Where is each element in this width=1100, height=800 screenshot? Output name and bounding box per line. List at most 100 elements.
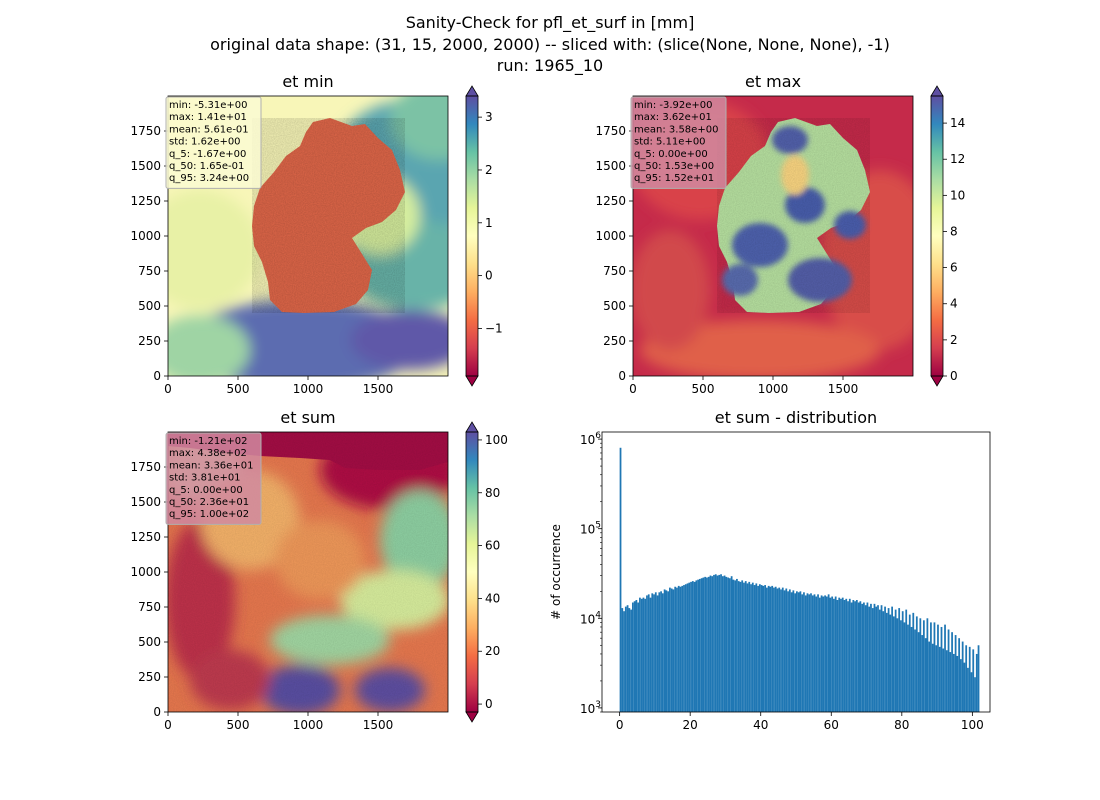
histogram-bar — [970, 672, 973, 712]
histogram-bar — [958, 638, 961, 712]
y-tick-label: 1500 — [130, 159, 161, 173]
histogram-bar — [721, 576, 724, 712]
histogram-bar — [684, 584, 687, 712]
histogram-bar — [854, 601, 856, 712]
histogram-bar — [667, 591, 670, 712]
histogram-bar — [967, 667, 969, 712]
histogram-bar — [871, 608, 874, 712]
histogram-bar — [912, 612, 915, 712]
x-tick-label: 1000 — [293, 382, 324, 396]
stats-line: max: 4.38e+02 — [169, 448, 247, 459]
colorbar-tick-label: 20 — [485, 644, 500, 658]
histogram-bar — [637, 602, 640, 712]
stats-line: q_50: 1.53e+00 — [634, 161, 714, 172]
histogram-bar — [732, 579, 735, 712]
histogram-bar — [818, 597, 821, 712]
y-tick-label: 1500 — [595, 159, 626, 173]
stats-line: max: 1.41e+01 — [169, 112, 247, 123]
colorbar-tick-label: 60 — [485, 539, 500, 553]
histogram-bar — [758, 584, 761, 712]
stats-line: q_5: -1.67e+00 — [169, 149, 246, 160]
x-tick-label: 500 — [227, 718, 250, 732]
axes-et-sum-distribution: et sum - distribution 0 20 40 60 80 100 103 104 1… — [549, 408, 991, 732]
histogram-bar — [960, 659, 962, 712]
stats-line: q_95: 1.52e+01 — [634, 173, 714, 184]
histogram-bar — [796, 591, 798, 712]
colorbar-frame — [465, 431, 479, 713]
histogram-bar — [820, 595, 823, 712]
colorbar-tick-label: 2 — [485, 163, 493, 177]
histogram-bar — [769, 586, 772, 712]
histogram-bar — [621, 608, 624, 712]
histogram-bar — [730, 576, 733, 712]
histogram-bar — [642, 597, 645, 712]
y-tick-label: 0 — [153, 369, 161, 383]
x-tick-label: 1500 — [363, 718, 394, 732]
histogram-bar — [783, 590, 786, 712]
colorbar-tick-label: 8 — [950, 224, 958, 238]
y-tick-label: 1250 — [595, 194, 626, 208]
y-tick-label: 105 — [580, 521, 601, 537]
histogram-bar — [944, 624, 946, 712]
histogram-bar — [764, 585, 767, 712]
histogram-bar — [817, 594, 819, 712]
stats-line: q_95: 3.24e+00 — [169, 173, 249, 184]
histogram-bar — [728, 578, 731, 712]
histogram-bar — [870, 603, 872, 712]
histogram-bar — [658, 592, 661, 712]
figure-title-line-3: run: 1965_10 — [496, 56, 604, 75]
histogram-bar — [811, 595, 814, 712]
histogram-bar — [790, 592, 793, 712]
histogram-bar — [699, 578, 701, 712]
stats-line: min: -5.31e+00 — [169, 100, 248, 111]
axes-et-min: et min 0 500 1000 1500 0 250 500 750 1000 1250 1500… — [130, 72, 502, 396]
colorbar-gradient — [931, 96, 943, 376]
histogram-bar — [674, 586, 677, 712]
y-axis-label: # of occurrence — [549, 524, 563, 620]
histogram-bar — [841, 597, 844, 712]
histogram-bar — [861, 603, 864, 712]
histogram-bar — [933, 622, 936, 712]
histogram-bar — [707, 576, 710, 712]
y-tick-label: 1250 — [130, 194, 161, 208]
histogram-bar — [954, 635, 957, 712]
histogram-bar — [831, 596, 834, 712]
stats-line: max: 3.62e+01 — [634, 112, 712, 123]
histogram-bar — [702, 577, 705, 712]
histogram-bar — [924, 638, 927, 712]
histogram-bar — [901, 611, 904, 712]
stats-line: q_50: 2.36e+01 — [169, 497, 249, 508]
histogram-bar — [693, 581, 696, 712]
histogram-bar — [762, 585, 765, 712]
histogram-bar — [751, 582, 754, 712]
y-tick-label: 0 — [618, 369, 626, 383]
colorbar-extend-max — [930, 85, 944, 97]
histogram-bar — [644, 598, 647, 712]
panel-title: et sum — [280, 408, 335, 427]
histogram-bar — [766, 587, 768, 712]
histogram-bar — [975, 653, 978, 712]
histogram-bar — [700, 578, 703, 712]
x-tick-label: 500 — [227, 382, 250, 396]
histogram-bar — [813, 594, 816, 712]
colorbar-tick-label: 14 — [950, 116, 965, 130]
y-tick-label: 104 — [580, 610, 601, 626]
panel-title: et sum - distribution — [715, 408, 877, 427]
histogram-bar — [755, 583, 758, 712]
histogram-bar — [753, 585, 756, 712]
histogram-bar — [734, 580, 737, 712]
y-tick-label: 750 — [138, 264, 161, 278]
histogram-bar — [635, 600, 638, 712]
colorbar-tick-label: 0 — [485, 269, 493, 283]
histogram-bar — [619, 447, 622, 712]
histogram-bar — [937, 624, 939, 712]
histogram-bar — [670, 588, 673, 712]
histogram-bar — [706, 577, 708, 712]
histogram-bar — [750, 584, 752, 712]
histogram-bar — [653, 594, 655, 712]
histogram-bar — [880, 605, 883, 712]
x-tick-label: 0 — [616, 718, 624, 732]
colorbar-tick-label: 100 — [485, 433, 508, 447]
histogram-bar — [686, 583, 689, 712]
